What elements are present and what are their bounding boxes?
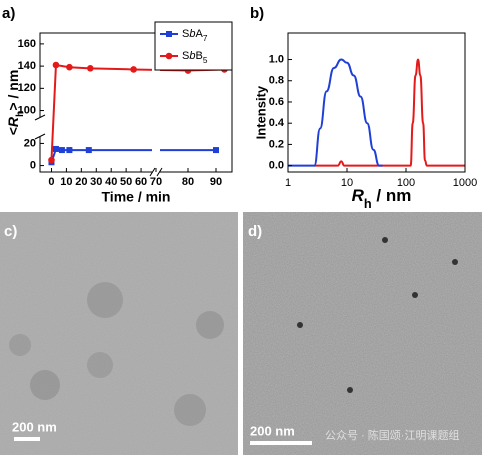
x-tick-label: 0 <box>48 176 54 188</box>
data-point <box>213 147 219 154</box>
y-tick-label: 1.0 <box>269 53 284 65</box>
tem-image-c <box>0 212 238 455</box>
x-tick-label: 20 <box>75 176 87 188</box>
legend-label: SbB5 <box>182 50 208 65</box>
watermark: 公众号 · 陈国颂·江明课题组 <box>325 428 459 442</box>
plot-frame <box>39 32 233 173</box>
x-axis-label: Rh / nm <box>352 186 412 210</box>
legend-marker <box>165 52 173 60</box>
x-tick-label: 80 <box>182 176 194 188</box>
x-tick-label: 100 <box>397 177 415 189</box>
y-tick-label: 0 <box>30 159 36 171</box>
y-tick-label: 0.8 <box>269 75 284 87</box>
y-tick-label: 0.4 <box>269 117 285 129</box>
x-tick-label: 10 <box>60 176 72 188</box>
x-tick-label: 10 <box>341 177 353 189</box>
x-tick-label: 1000 <box>453 177 477 189</box>
y-tick-label: 100 <box>18 104 36 116</box>
panel-label: d) <box>248 223 262 240</box>
data-point <box>66 147 73 154</box>
y-tick-label: 0.2 <box>269 138 284 150</box>
axis-break-mark <box>149 167 163 177</box>
scale-label: 200 nm <box>250 423 295 438</box>
x-axis-label: Time / min <box>102 189 171 205</box>
panel-label: a) <box>2 5 15 22</box>
y-tick-label: 20 <box>24 137 36 149</box>
plot-frame <box>287 32 466 173</box>
x-tick-label: 1 <box>285 177 291 189</box>
data-point <box>66 63 73 71</box>
scale-bar <box>14 437 40 441</box>
legend-marker <box>166 31 172 37</box>
break-gap <box>152 35 160 170</box>
x-tick-label: 70 <box>150 176 162 188</box>
y-tick-label: 160 <box>18 38 36 50</box>
tem-image-d <box>243 212 482 455</box>
data-line <box>50 63 225 161</box>
data-point <box>87 65 94 72</box>
x-tick-label: 50 <box>120 176 132 188</box>
y-axis-label: Intensity <box>253 85 268 139</box>
data-point <box>48 156 55 164</box>
data-line <box>288 58 383 167</box>
y-tick-label: 140 <box>18 60 36 72</box>
legend-label: SbA7 <box>182 28 208 43</box>
axis-break-mark <box>34 114 46 140</box>
panel-label: b) <box>250 5 264 22</box>
x-tick-label: 60 <box>135 176 147 188</box>
x-tick-label: 30 <box>90 176 102 188</box>
data-line <box>314 58 465 167</box>
scale-label: 200 nm <box>12 419 57 434</box>
data-point <box>130 66 137 73</box>
data-point <box>52 61 60 69</box>
data-point <box>85 147 92 154</box>
data-point <box>58 147 65 154</box>
axis-break <box>36 117 44 137</box>
data-line <box>50 147 216 163</box>
data-point <box>52 145 59 152</box>
y-tick-label: 0.0 <box>269 160 284 172</box>
y-axis-label: <Rh> / nm <box>5 70 26 136</box>
y-tick-label: 120 <box>18 82 36 94</box>
scale-bar <box>250 441 312 445</box>
legend-box <box>154 21 233 71</box>
panel-label: c) <box>4 223 17 240</box>
y-tick-label: 0.6 <box>269 96 284 108</box>
x-tick-label: 90 <box>210 176 222 188</box>
x-tick-label: 40 <box>105 176 117 188</box>
